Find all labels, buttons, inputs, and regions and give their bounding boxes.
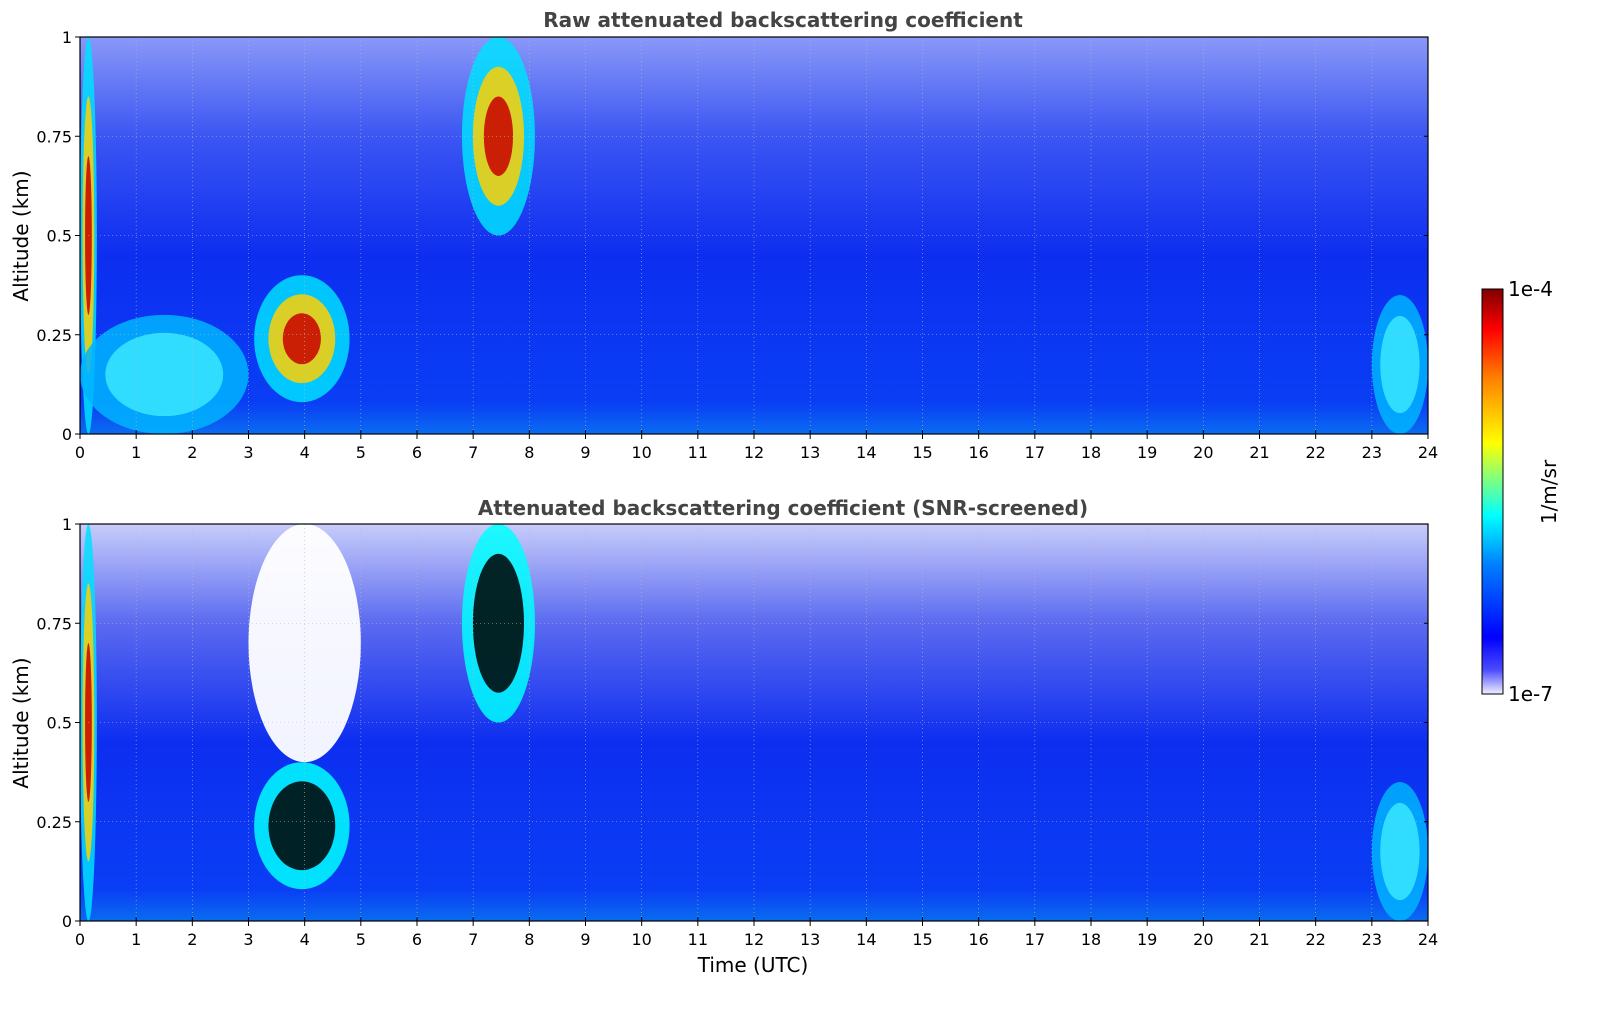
y-tick-label: 0 (62, 425, 72, 444)
x-tick-label: 4 (300, 443, 310, 462)
x-tick-label: 7 (468, 443, 478, 462)
feature-boundary-layer (1380, 802, 1420, 901)
x-axis-label: Time (UTC) (697, 953, 809, 977)
y-tick-label: 0.75 (36, 614, 72, 633)
raw-backscatter-panel: Raw attenuated backscattering coefficien… (9, 8, 1438, 462)
x-tick-label: 24 (1418, 443, 1438, 462)
x-tick-label: 2 (187, 930, 197, 949)
x-tick-label: 1 (131, 930, 141, 949)
feature-upper-cloud (472, 553, 524, 693)
x-tick-label: 21 (1249, 930, 1269, 949)
x-tick-label: 3 (243, 930, 253, 949)
x-tick-label: 11 (688, 930, 708, 949)
x-tick-label: 12 (744, 443, 764, 462)
x-tick-label: 20 (1193, 443, 1213, 462)
x-tick-label: 6 (412, 443, 422, 462)
x-tick-label: 13 (800, 443, 820, 462)
x-tick-label: 23 (1362, 443, 1382, 462)
x-tick-label: 15 (912, 443, 932, 462)
x-tick-label: 1 (131, 443, 141, 462)
colorbar: 1e-4 1e-7 1/m/sr (1481, 277, 1561, 706)
colorbar-unit-label: 1/m/sr (1537, 459, 1561, 524)
x-tick-label: 15 (912, 930, 932, 949)
x-tick-label: 9 (580, 443, 590, 462)
y-axis-label: Altitude (km) (9, 170, 33, 301)
y-tick-label: 0.75 (36, 127, 72, 146)
x-tick-label: 16 (968, 930, 988, 949)
x-tick-label: 20 (1193, 930, 1213, 949)
x-tick-label: 6 (412, 930, 422, 949)
chart-title: Attenuated backscattering coefficient (S… (478, 496, 1088, 520)
x-tick-label: 5 (356, 930, 366, 949)
x-tick-label: 17 (1025, 443, 1045, 462)
y-tick-label: 0.5 (47, 714, 72, 733)
y-tick-label: 1 (62, 515, 72, 534)
x-tick-label: 14 (856, 443, 876, 462)
colorbar-gradient (1481, 288, 1504, 695)
x-tick-label: 0 (75, 443, 85, 462)
x-tick-label: 19 (1137, 443, 1157, 462)
x-ticks: 0 1 2 3 4 5 6 7 8 9 10 11 12 13 14 15 16 17 18 19 20 21 22 23 24 (75, 430, 1438, 462)
x-tick-label: 21 (1249, 443, 1269, 462)
x-tick-label: 14 (856, 930, 876, 949)
x-tick-label: 2 (187, 443, 197, 462)
x-tick-label: 18 (1081, 443, 1101, 462)
x-tick-label: 22 (1305, 930, 1325, 949)
plot-frame (79, 523, 1429, 922)
x-tick-label: 16 (968, 443, 988, 462)
y-ticks: 0 0.25 0.5 0.75 1 (36, 28, 1428, 444)
x-tick-label: 11 (688, 443, 708, 462)
plot-frame (79, 36, 1429, 435)
x-tick-label: 0 (75, 930, 85, 949)
x-tick-label: 22 (1305, 443, 1325, 462)
screened-backscatter-panel: Attenuated backscattering coefficient (S… (9, 496, 1438, 977)
feature-low-cloud (282, 313, 321, 365)
x-tick-label: 7 (468, 930, 478, 949)
colorbar-max-label: 1e-4 (1508, 277, 1553, 301)
y-axis-label: Altitude (km) (9, 657, 33, 788)
x-tick-label: 9 (580, 930, 590, 949)
feature-aerosol-layer (105, 332, 224, 417)
x-tick-label: 10 (631, 443, 651, 462)
x-tick-label: 24 (1418, 930, 1438, 949)
x-tick-label: 8 (524, 930, 534, 949)
colorbar-min-label: 1e-7 (1508, 682, 1553, 706)
x-tick-label: 8 (524, 443, 534, 462)
x-tick-label: 13 (800, 930, 820, 949)
y-tick-label: 1 (62, 28, 72, 47)
heatmap (80, 524, 1428, 921)
y-ticks: 0 0.25 0.5 0.75 1 (36, 515, 1428, 931)
x-ticks: 0 1 2 3 4 5 6 7 8 9 10 11 12 13 14 15 16 17 18 19 20 21 22 23 24 (75, 917, 1438, 949)
x-tick-label: 17 (1025, 930, 1045, 949)
x-tick-label: 12 (744, 930, 764, 949)
x-tick-label: 4 (300, 930, 310, 949)
x-tick-label: 10 (631, 930, 651, 949)
y-tick-label: 0.5 (47, 227, 72, 246)
feature-boundary-layer (1380, 315, 1420, 414)
y-tick-label: 0.25 (36, 813, 72, 832)
x-tick-label: 5 (356, 443, 366, 462)
chart-title: Raw attenuated backscattering coefficien… (543, 8, 1023, 32)
y-tick-label: 0.25 (36, 326, 72, 345)
y-tick-label: 0 (62, 912, 72, 931)
x-tick-label: 18 (1081, 930, 1101, 949)
x-tick-label: 19 (1137, 930, 1157, 949)
feature-upper-cloud (483, 96, 514, 176)
x-tick-label: 23 (1362, 930, 1382, 949)
feature-low-cloud (268, 781, 336, 871)
heatmap (80, 37, 1428, 434)
feature-screened-region (248, 524, 361, 763)
x-tick-label: 3 (243, 443, 253, 462)
